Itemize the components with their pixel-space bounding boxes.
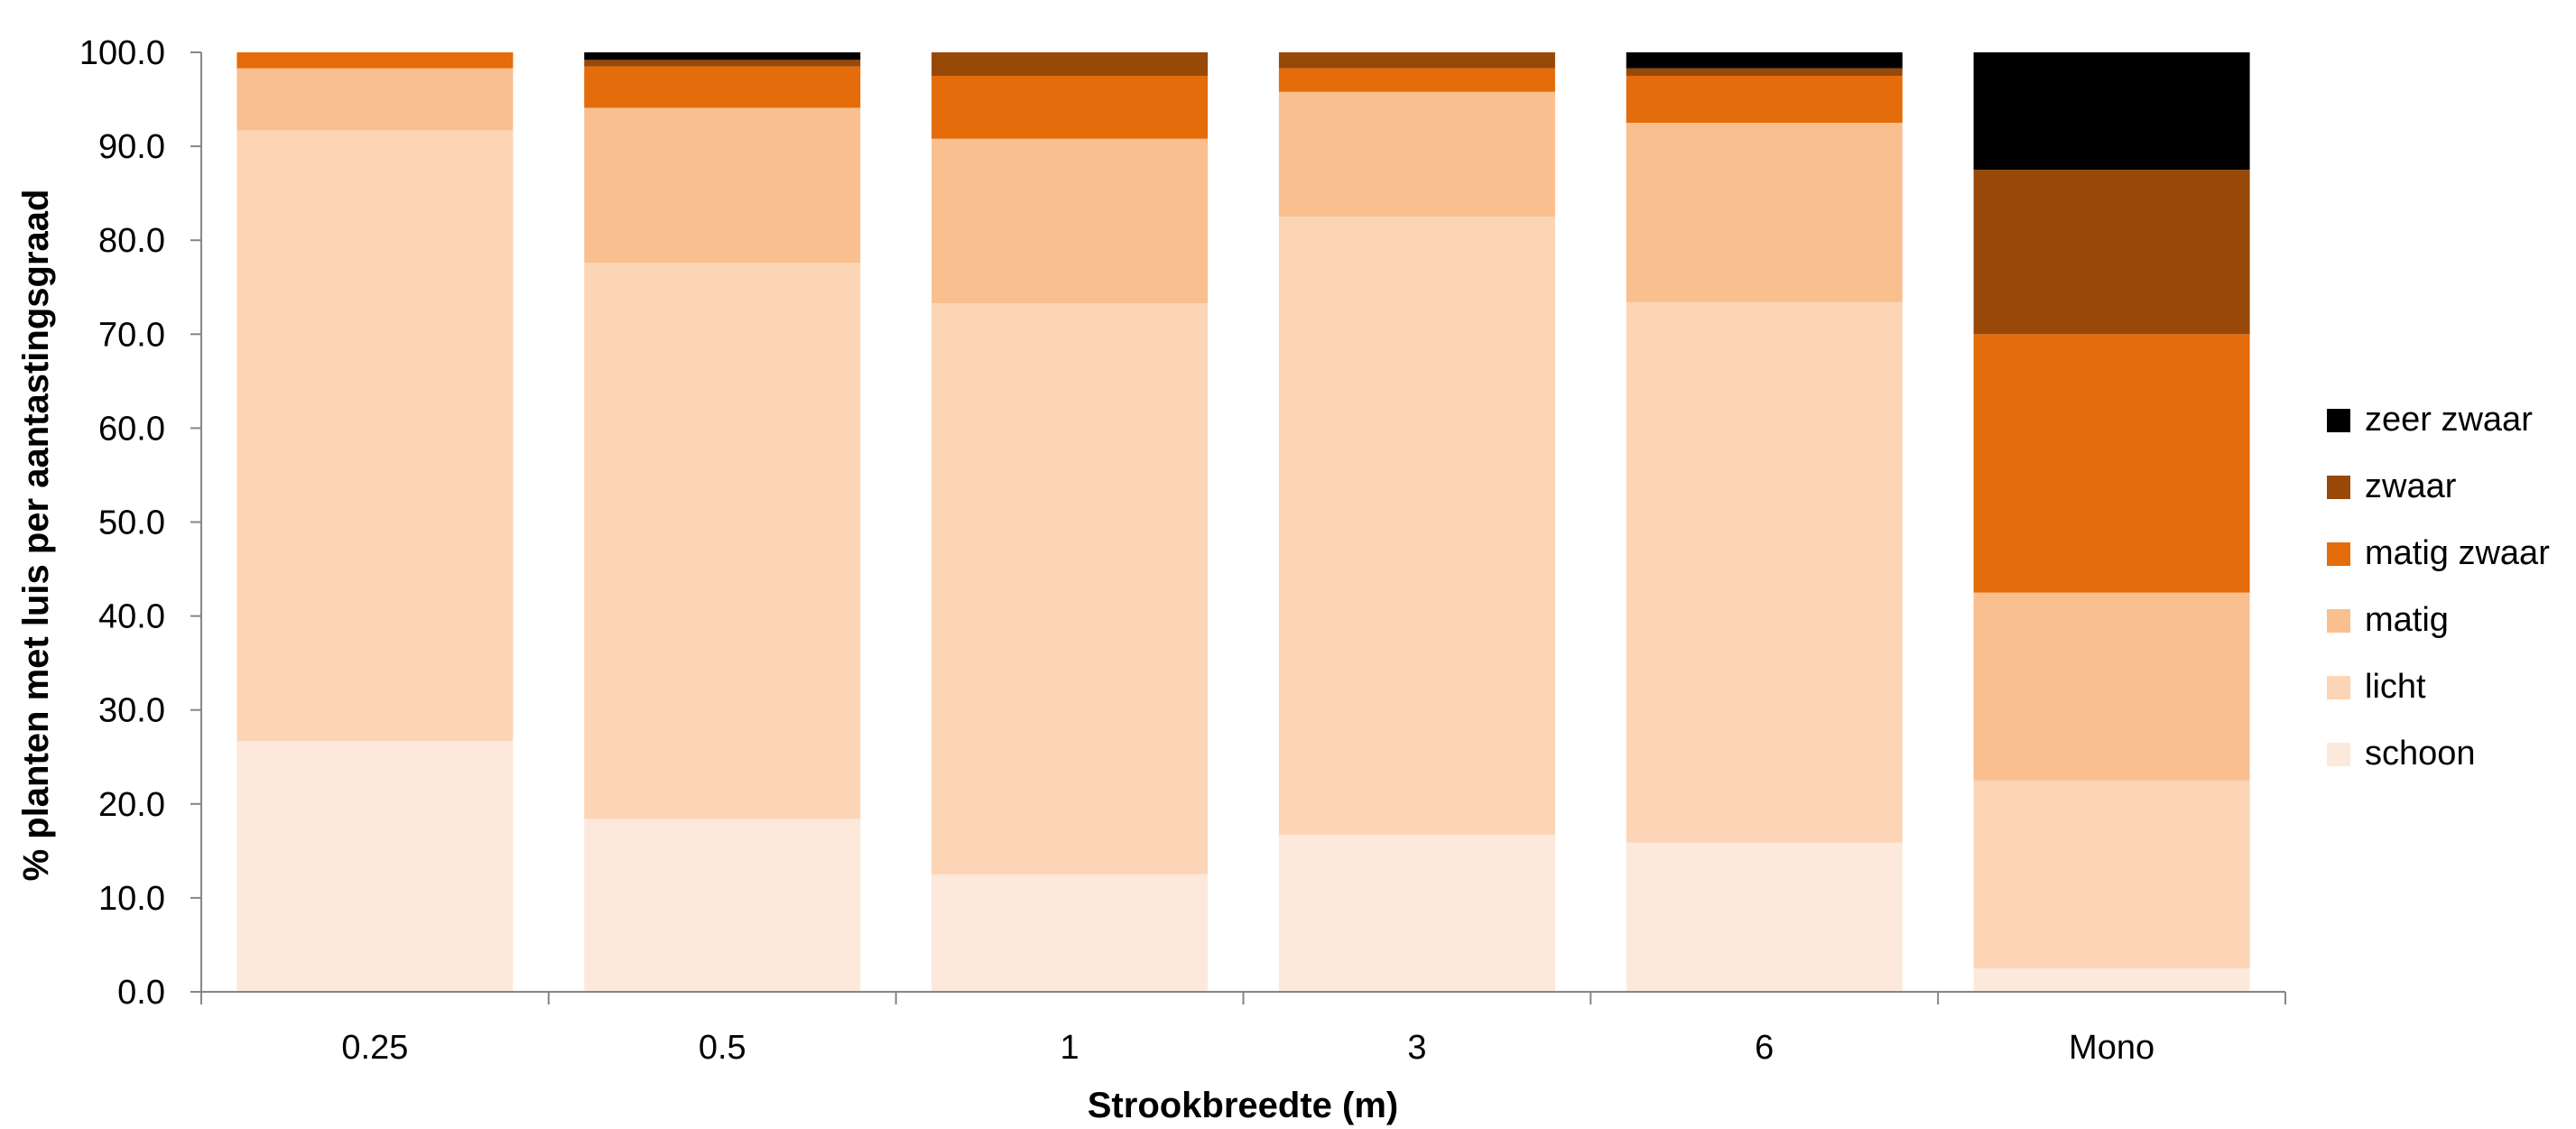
y-tick-label: 30.0: [98, 692, 165, 730]
legend-label: zeer zwaar: [2365, 401, 2533, 439]
legend-swatch: [2327, 409, 2350, 432]
bar-segment-matig-zwaar-0.5: [584, 66, 861, 108]
y-tick-label: 80.0: [98, 222, 165, 260]
legend-item-schoon: schoon: [2327, 735, 2476, 773]
y-tick-label: 60.0: [98, 410, 165, 448]
x-tick-label: 3: [1407, 1029, 1426, 1067]
x-tick-label: 0.5: [699, 1029, 746, 1067]
bar-segment-schoon-0.25: [236, 741, 514, 992]
bar-segment-zeer-zwaar-Mono: [1973, 52, 2250, 171]
y-tick-label: 50.0: [98, 504, 165, 542]
bar-segment-matig-6: [1626, 123, 1903, 302]
y-axis-title: % planten met luis per aantastingsgraad: [16, 190, 56, 882]
legend-item-zwaar: zwaar: [2327, 467, 2457, 505]
bar-segment-schoon-0.5: [584, 819, 861, 992]
y-tick-label: 90.0: [98, 128, 165, 166]
legend-item-matig: matig: [2327, 601, 2449, 639]
legend-swatch: [2327, 609, 2350, 633]
bars-layer: [236, 52, 2250, 993]
legend-label: schoon: [2365, 735, 2476, 773]
y-tick-label: 0.0: [117, 974, 165, 1012]
bar-segment-matig-1: [931, 138, 1209, 303]
x-axis-title: Strookbreedte (m): [1088, 1086, 1399, 1125]
y-tick-label: 100.0: [79, 34, 165, 72]
bar-segment-matig-0.5: [584, 107, 861, 264]
x-tick-label: 1: [1061, 1029, 1080, 1067]
bar-segment-zwaar-3: [1278, 52, 1555, 69]
legend-label: matig: [2365, 601, 2449, 639]
bar-segment-zwaar-Mono: [1973, 170, 2250, 335]
legend-item-matig-zwaar: matig zwaar: [2327, 534, 2550, 572]
legend-item-zeer-zwaar: zeer zwaar: [2327, 401, 2533, 439]
bar-segment-matig-zwaar-6: [1626, 76, 1903, 124]
x-tick-label: 6: [1755, 1029, 1774, 1067]
bar-segment-schoon-6: [1626, 842, 1903, 992]
legend-item-licht: licht: [2327, 668, 2426, 706]
y-tick-label: 10.0: [98, 880, 165, 918]
legend-swatch: [2327, 743, 2350, 766]
y-tick-label: 20.0: [98, 786, 165, 824]
bar-segment-matig-zwaar-0.25: [236, 52, 514, 69]
bar-segment-matig-Mono: [1973, 592, 2250, 781]
legend-label: licht: [2365, 668, 2426, 706]
bar-segment-matig-zwaar-Mono: [1973, 334, 2250, 593]
bar-segment-schoon-1: [931, 874, 1209, 993]
legend-swatch: [2327, 542, 2350, 566]
x-tick-label: 0.25: [341, 1029, 408, 1067]
bar-segment-licht-6: [1626, 301, 1903, 843]
bar-segment-zwaar-1: [931, 52, 1209, 77]
bar-segment-matig-3: [1278, 91, 1555, 217]
legend-swatch: [2327, 676, 2350, 699]
legend-label: matig zwaar: [2365, 534, 2550, 572]
bar-segment-zwaar-0.5: [584, 60, 861, 67]
bar-segment-matig-zwaar-3: [1278, 68, 1555, 92]
bar-segment-matig-0.25: [236, 68, 514, 131]
bar-segment-matig-zwaar-1: [931, 76, 1209, 139]
bar-segment-zwaar-6: [1626, 68, 1903, 77]
axes-layer: 0.0 10.0 20.0 30.0 40.0 50.0 60.0 70.0 80.0 90.0 1…: [79, 34, 2286, 1067]
bar-segment-schoon-3: [1278, 835, 1555, 992]
bar-segment-licht-Mono: [1973, 780, 2250, 968]
y-tick-label: 70.0: [98, 316, 165, 354]
bar-segment-zeer-zwaar-6: [1626, 52, 1903, 69]
legend: zeer zwaar zwaar matig zwaar matig licht scho…: [2327, 401, 2550, 773]
legend-swatch: [2327, 476, 2350, 499]
y-tick-label: 40.0: [98, 598, 165, 636]
bar-segment-zeer-zwaar-0.5: [584, 52, 861, 60]
bar-segment-licht-1: [931, 302, 1209, 875]
bar-segment-licht-0.5: [584, 263, 861, 819]
x-tick-label: Mono: [2069, 1029, 2154, 1067]
bar-segment-licht-3: [1278, 217, 1555, 836]
bar-segment-schoon-Mono: [1973, 967, 2250, 992]
bar-segment-licht-0.25: [236, 130, 514, 742]
legend-label: zwaar: [2365, 467, 2457, 505]
